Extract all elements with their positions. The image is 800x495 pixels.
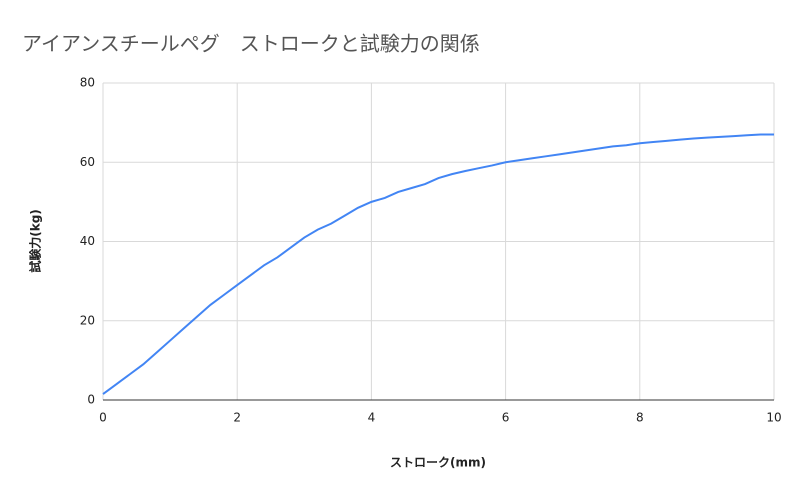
x-tick-label: 0 [99, 411, 107, 425]
x-axis-label: ストローク(mm) [390, 456, 486, 470]
x-tick-label: 8 [636, 411, 644, 425]
chart-title: アイアンスチールペグ ストロークと試験力の関係 [22, 32, 480, 56]
x-tick-label: 4 [368, 411, 376, 425]
y-tick-label: 80 [80, 76, 95, 90]
y-axis-label: 試験力(kg) [28, 209, 43, 273]
y-tick-label: 0 [87, 393, 95, 407]
x-tick-label: 2 [233, 411, 241, 425]
x-tick-label: 10 [766, 411, 781, 425]
x-tick-label: 6 [502, 411, 510, 425]
y-tick-label: 60 [80, 155, 95, 169]
y-tick-label: 20 [80, 313, 95, 327]
y-tick-label: 40 [80, 234, 95, 248]
line-series [102, 133, 774, 395]
